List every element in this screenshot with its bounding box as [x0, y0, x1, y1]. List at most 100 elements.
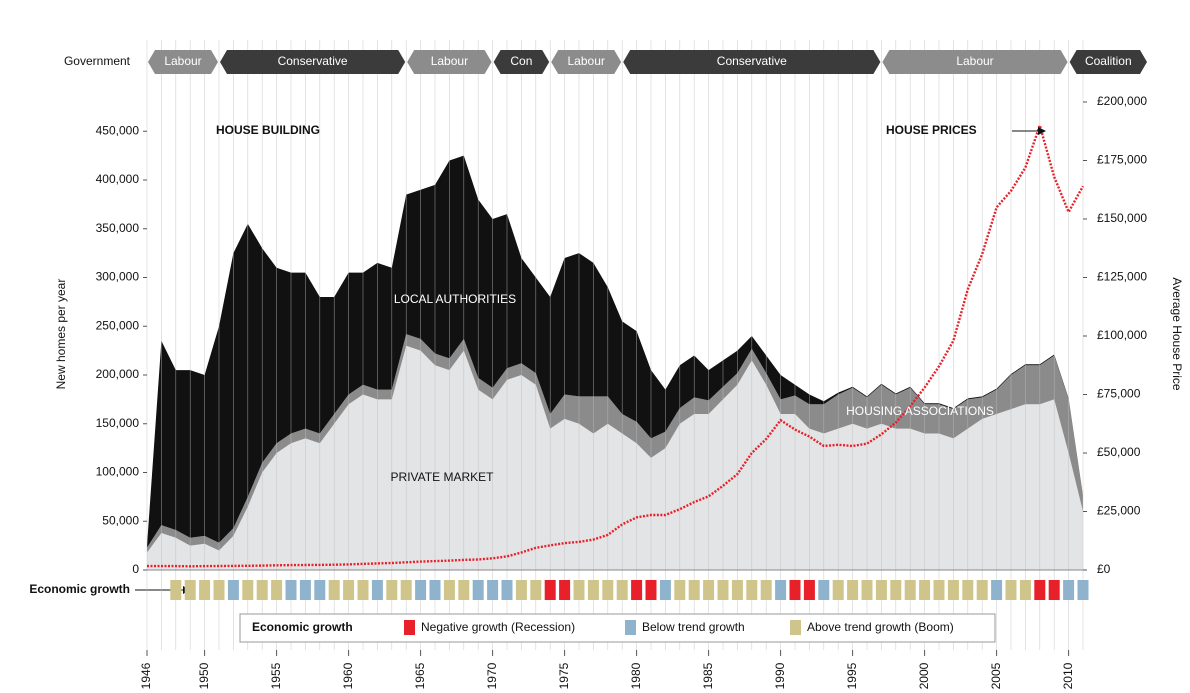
y2-tick-label: £100,000 [1097, 328, 1147, 342]
growth-box [947, 580, 959, 600]
y2-tick-label: £200,000 [1097, 94, 1147, 108]
y2-tick-label: £50,000 [1097, 445, 1141, 459]
y2-tick-label: £25,000 [1097, 504, 1141, 518]
growth-box [919, 580, 931, 600]
y-axis-label: New homes per year [54, 279, 68, 390]
growth-box [991, 580, 1003, 600]
government-band [148, 50, 218, 74]
x-tick-label: 1955 [269, 662, 283, 689]
growth-box [818, 580, 830, 600]
government-band [551, 50, 622, 74]
growth-box [688, 580, 700, 600]
growth-box [429, 580, 441, 600]
growth-box [573, 580, 585, 600]
y2-tick-label: £125,000 [1097, 270, 1147, 284]
growth-box [674, 580, 686, 600]
annotation: PRIVATE MARKET [391, 470, 495, 484]
growth-box [227, 580, 239, 600]
growth-box [789, 580, 801, 600]
y-tick-label: 350,000 [96, 221, 140, 235]
growth-box [357, 580, 369, 600]
x-tick-label: 2000 [917, 662, 931, 689]
government-band [882, 50, 1068, 74]
growth-box [890, 580, 902, 600]
government-band [1069, 50, 1147, 74]
growth-box [832, 580, 844, 600]
price-arrowhead [1038, 127, 1046, 135]
y2-tick-label: £150,000 [1097, 211, 1147, 225]
growth-box [847, 580, 859, 600]
growth-box [645, 580, 657, 600]
y2-axis-label: Average House Price [1170, 277, 1184, 391]
growth-box [285, 580, 297, 600]
y2-tick-label: £0 [1097, 562, 1111, 576]
y-tick-label: 150,000 [96, 416, 140, 430]
growth-box [616, 580, 628, 600]
annotation: HOUSING ASSOCIATIONS [846, 404, 994, 418]
legend-title: Economic growth [252, 620, 353, 634]
x-tick-label: 1950 [197, 662, 211, 689]
y2-tick-label: £75,000 [1097, 387, 1141, 401]
y-tick-label: 50,000 [102, 513, 139, 527]
legend-swatch [404, 620, 415, 635]
growth-box [299, 580, 311, 600]
y-tick-label: 0 [132, 562, 139, 576]
legend-box [239, 613, 996, 643]
y-tick-label: 300,000 [96, 270, 140, 284]
growth-box [602, 580, 614, 600]
government-band [493, 50, 550, 74]
legend-label: Negative growth (Recession) [421, 620, 575, 634]
growth-box [717, 580, 729, 600]
growth-box [1063, 580, 1075, 600]
x-tick-label: 1970 [485, 662, 499, 689]
growth-box [386, 580, 398, 600]
growth-box [933, 580, 945, 600]
growth-box [487, 580, 499, 600]
growth-box [1048, 580, 1060, 600]
growth-box [1019, 580, 1031, 600]
growth-box [458, 580, 470, 600]
growth-box [343, 580, 355, 600]
x-tick-label: 2010 [1061, 662, 1075, 689]
government-name: Coalition [1085, 54, 1132, 68]
area [147, 345, 1083, 570]
area [147, 155, 1083, 548]
growth-box [631, 580, 643, 600]
government-name: Conservative [717, 54, 787, 68]
growth-box [559, 580, 571, 600]
government-name: Labour [431, 54, 468, 68]
government-band [220, 50, 406, 74]
legend-swatch [790, 620, 801, 635]
x-tick-label: 1990 [773, 662, 787, 689]
growth-box [170, 580, 182, 600]
growth-box [904, 580, 916, 600]
growth-box [271, 580, 283, 600]
government-name: Conservative [278, 54, 348, 68]
legend-label: Above trend growth (Boom) [807, 620, 954, 634]
growth-box [371, 580, 383, 600]
growth-box [443, 580, 455, 600]
growth-box [962, 580, 974, 600]
growth-box [659, 580, 671, 600]
annotation: LOCAL AUTHORITIES [394, 292, 516, 306]
growth-box [1034, 580, 1046, 600]
growth-box [587, 580, 599, 600]
government-band [407, 50, 492, 74]
growth-box [314, 580, 326, 600]
x-tick-label: 1960 [341, 662, 355, 689]
legend-swatch [625, 620, 636, 635]
growth-box [515, 580, 527, 600]
y-tick-label: 100,000 [96, 465, 140, 479]
growth-box [256, 580, 268, 600]
growth-box [199, 580, 211, 600]
x-tick-label: 2005 [989, 662, 1003, 689]
growth-box [1077, 580, 1089, 600]
growth-box [242, 580, 254, 600]
x-tick-label: 1946 [139, 662, 153, 689]
government-name: Con [510, 54, 532, 68]
growth-box [530, 580, 542, 600]
growth-box [731, 580, 743, 600]
y-tick-label: 400,000 [96, 172, 140, 186]
growth-box [184, 580, 196, 600]
